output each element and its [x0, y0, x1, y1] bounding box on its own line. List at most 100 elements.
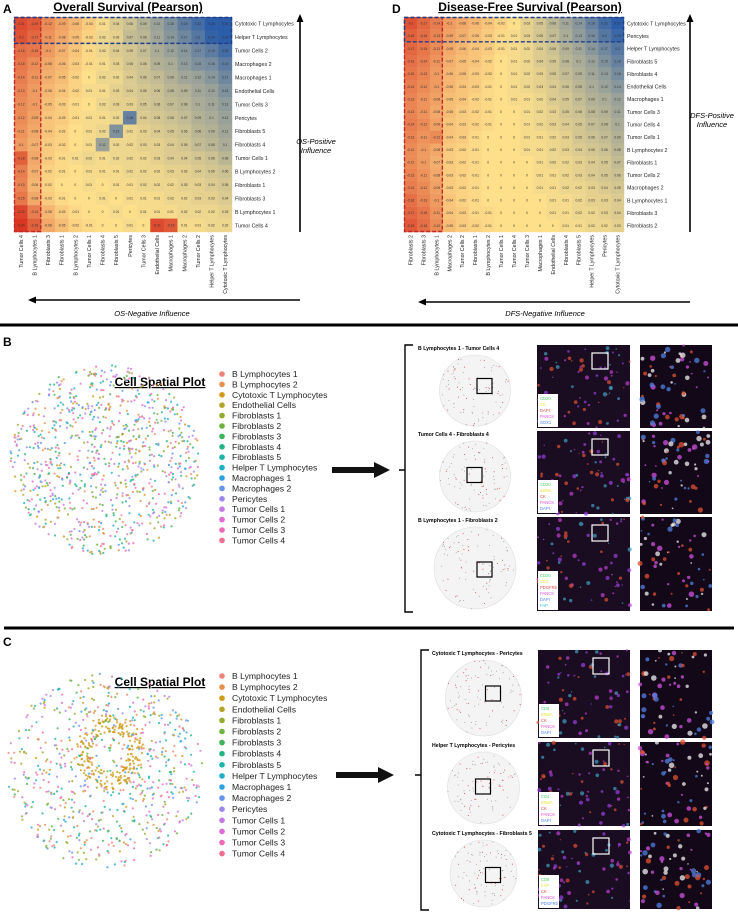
cell-label: 0.09: [154, 62, 161, 66]
thumbnail-dot: [482, 842, 483, 843]
cell-dot: [122, 769, 124, 771]
mif-speck: [622, 362, 624, 364]
cell-dot: [20, 479, 22, 481]
cell-label: -0.13: [407, 173, 415, 177]
row-label: B Lymphocytes 1: [627, 198, 667, 204]
mif-speck: [537, 384, 540, 387]
cell-dot: [164, 695, 166, 697]
cell-label: 0: [513, 148, 515, 152]
cell-label: -0.05: [446, 224, 454, 228]
legend-marker: [219, 434, 225, 440]
cell-dot: [130, 527, 132, 529]
cell-dot: [67, 750, 69, 752]
cell-dot: [152, 797, 154, 799]
cell-dot: [116, 493, 118, 495]
mif-speck: [565, 702, 569, 706]
mif-speck: [563, 856, 567, 860]
cell-dot: [84, 780, 86, 782]
thumbnail-dot: [513, 570, 514, 571]
cell-dot: [147, 401, 149, 403]
cell-dot: [101, 772, 103, 774]
zoom-speck: [657, 546, 662, 551]
cell-dot: [14, 789, 16, 791]
thumbnail-dot: [493, 365, 494, 366]
cell-dot: [145, 438, 147, 440]
mif-speck: [549, 770, 552, 773]
cell-label: -0.11: [420, 97, 427, 101]
cell-dot: [92, 395, 94, 397]
cell-dot: [139, 416, 141, 418]
cell-dot: [168, 696, 170, 698]
thumbnail-dot: [457, 852, 458, 853]
thumbnail-dot: [499, 878, 500, 879]
cell-label: -0.15: [420, 47, 428, 51]
cell-dot: [113, 512, 115, 514]
thumbnail-dot: [466, 680, 467, 681]
cell-dot: [91, 465, 93, 467]
thumbnail-dot: [469, 474, 470, 475]
thumbnail-dot: [492, 900, 493, 901]
cell-dot: [94, 375, 96, 377]
cell-dot: [131, 456, 133, 458]
thumbnail: [448, 752, 520, 824]
thumbnail-dot: [514, 774, 515, 775]
thumbnail-dot: [471, 484, 472, 485]
cell-label: -0.11: [420, 135, 427, 139]
cell-dot: [116, 721, 118, 723]
cell-label: 0.06: [550, 47, 557, 51]
cell-dot: [186, 440, 188, 442]
zoom-speck: [682, 579, 685, 582]
cell-dot: [77, 684, 79, 686]
cell-dot: [50, 462, 52, 464]
zoom-speck: [677, 541, 679, 543]
cell-dot: [175, 815, 177, 817]
cell-dot: [164, 417, 166, 419]
cell-dot: [111, 472, 113, 474]
cell-dot: [56, 382, 58, 384]
zoom-speck: [665, 457, 668, 460]
cell-dot: [25, 472, 27, 474]
cell-dot: [59, 388, 61, 390]
zoom-speck: [665, 663, 667, 665]
cell-dot: [123, 547, 125, 549]
cell-label: -0.09: [433, 97, 441, 101]
thumbnail: [434, 527, 516, 609]
cell-dot: [119, 733, 121, 735]
thumbnail-dot: [478, 806, 479, 807]
cell-dot: [115, 509, 117, 511]
thumbnail-dot: [482, 852, 483, 853]
cell-dot: [144, 494, 146, 496]
cell-dot: [83, 760, 85, 762]
zoom-speck: [641, 707, 646, 712]
thumbnail-dot: [469, 889, 470, 890]
zoom-speck: [651, 524, 654, 527]
thumbnail-dot: [485, 663, 486, 664]
cell-label: -0.01: [58, 197, 66, 201]
cell-label: 0.12: [167, 49, 174, 53]
cell-label: 0.18: [588, 22, 595, 26]
thumbnail-dot: [488, 390, 489, 391]
cell-dot: [75, 421, 77, 423]
cell-dot: [71, 748, 73, 750]
cell-dot: [59, 464, 61, 466]
mif-speck: [557, 673, 560, 676]
zoom-speck: [677, 572, 680, 575]
cell-dot: [161, 754, 163, 756]
cell-dot: [47, 847, 49, 849]
cell-dot: [125, 483, 127, 485]
mif-speck: [557, 445, 560, 448]
cell-label: 0.05: [140, 89, 147, 93]
cell-label: 0.02: [154, 170, 161, 174]
cell-dot: [118, 783, 120, 785]
cell-label: 0.03: [588, 186, 595, 190]
cell-dot: [85, 858, 87, 860]
thumbnail-dot: [456, 719, 457, 720]
cell-dot: [185, 818, 187, 820]
cell-dot: [87, 550, 89, 552]
cell-dot: [59, 395, 61, 397]
cell-dot: [115, 776, 117, 778]
mif-speck: [562, 689, 564, 691]
cell-dot: [164, 471, 166, 473]
cell-dot: [156, 690, 158, 692]
cell-label: 0.01: [140, 197, 147, 201]
